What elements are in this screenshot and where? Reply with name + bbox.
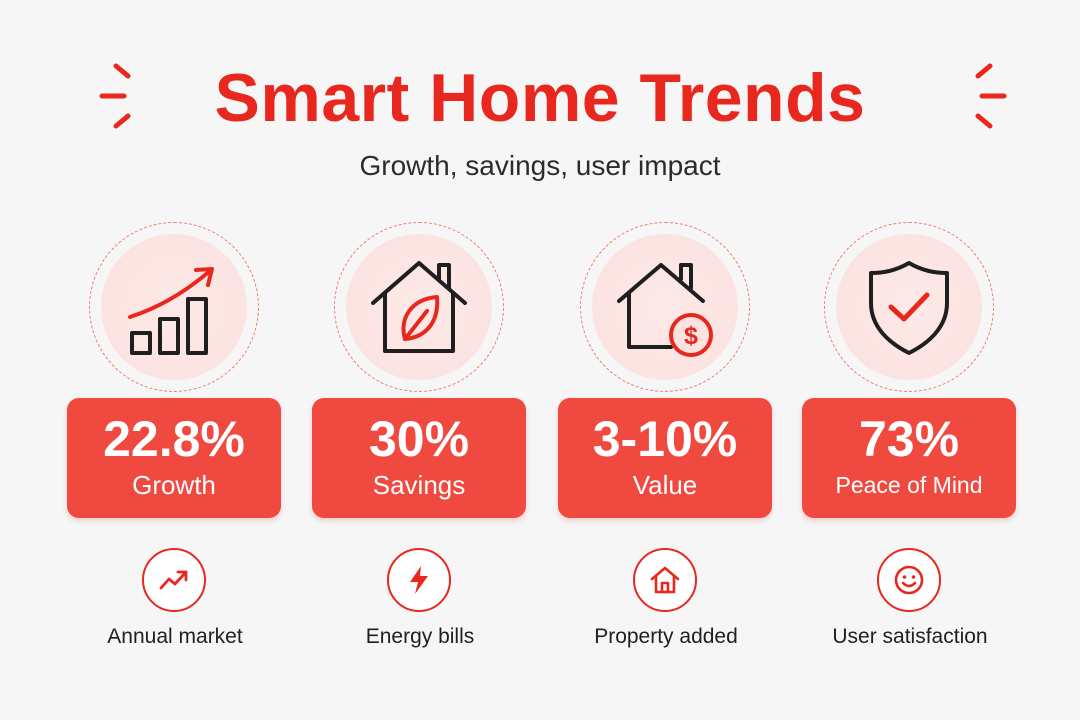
icon-circle: [824, 222, 994, 392]
stat-label: Growth: [132, 470, 216, 500]
stat-caption: Property added: [594, 625, 738, 648]
small-icon-circle: [387, 548, 451, 612]
stat-caption: User satisfaction: [832, 625, 988, 648]
stat-card-savings: 30% Savings Energy bills: [312, 222, 526, 662]
stat-label: Value: [632, 470, 698, 500]
stat-label: Savings: [372, 470, 466, 500]
page-subtitle: Growth, savings, user impact: [359, 150, 721, 181]
stat-label: Peace of Mind: [835, 472, 983, 498]
smiley-icon: [894, 565, 924, 595]
stat-box: 73% Peace of Mind: [802, 398, 1016, 518]
stat-value: 3-10%: [592, 411, 738, 467]
stat-value: 22.8%: [103, 411, 245, 467]
icon-circle: $: [580, 222, 750, 392]
stat-card-value: $ 3-10% Value Property added: [558, 222, 772, 662]
stat-box: 30% Savings: [312, 398, 526, 518]
stat-card-peace-of-mind: 73% Peace of Mind User satisfaction: [802, 222, 1016, 662]
stat-caption: Energy bills: [365, 625, 475, 648]
house-dollar-icon: $: [617, 263, 713, 357]
stat-box: 3-10% Value: [558, 398, 772, 518]
lightning-bolt-icon: [410, 566, 428, 594]
stat-value: 30%: [368, 411, 470, 467]
burst-left-icon: [99, 63, 131, 129]
house-icon: [650, 566, 680, 594]
svg-text:$: $: [684, 322, 698, 350]
stat-caption: Annual market: [107, 625, 243, 648]
stat-box: 22.8% Growth: [67, 398, 281, 518]
burst-right-icon: [975, 63, 1007, 129]
page-title: Smart Home Trends: [214, 60, 866, 136]
stat-card-growth: 22.8% Growth Annual market: [67, 222, 281, 662]
title-container: Smart Home Trends: [0, 50, 1080, 150]
small-icon-circle: [877, 548, 941, 612]
small-icon-circle: [142, 548, 206, 612]
eco-house-icon: [371, 261, 467, 353]
trend-arrow-icon: [159, 570, 188, 590]
growth-chart-icon: [128, 267, 214, 355]
stat-value: 73%: [858, 411, 960, 467]
icon-circle: [334, 222, 504, 392]
icon-circle: [89, 222, 259, 392]
shield-check-icon: [869, 261, 949, 355]
small-icon-circle: [633, 548, 697, 612]
